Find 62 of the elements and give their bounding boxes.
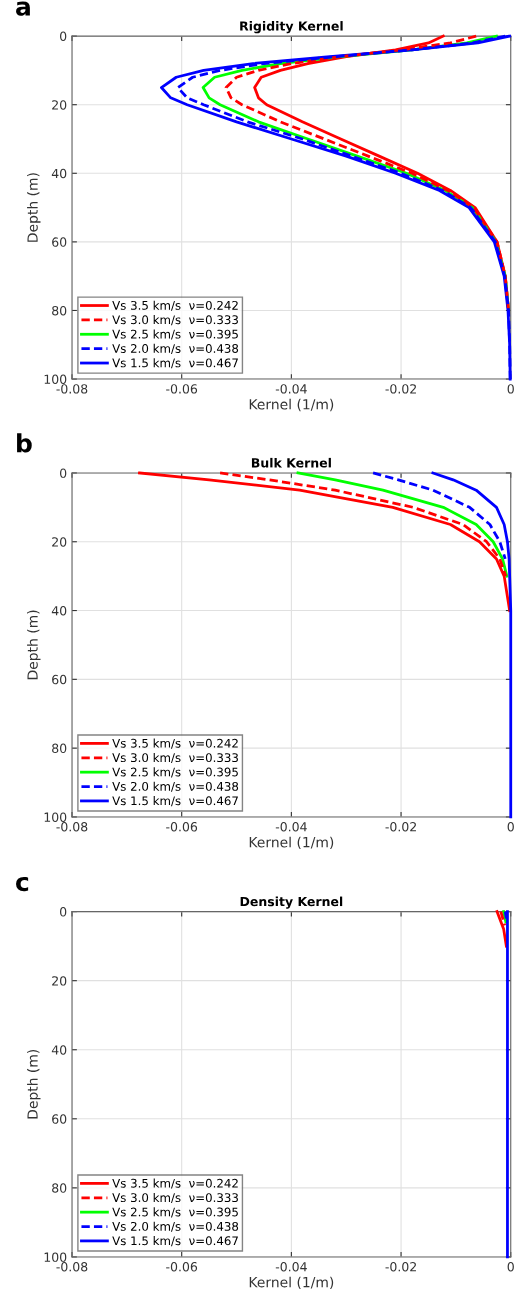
legend-label: Vs 2.0 km/s ν=0.438: [112, 781, 239, 792]
y-tick-label: 20: [52, 976, 67, 986]
x-tick-label: -0.08: [56, 384, 88, 394]
y-tick-label: 100: [44, 812, 67, 822]
x-tick-label: -0.02: [385, 1262, 416, 1272]
y-tick-label: 40: [51, 168, 67, 179]
legend-label: Vs 3.5 km/s ν=0.242: [112, 1178, 238, 1189]
y-tick-label: 80: [52, 743, 67, 754]
legend-label: Vs 1.5 km/s ν=0.467: [112, 358, 238, 369]
x-tick-label: -0.06: [166, 822, 198, 832]
legend-label: Vs 3.5 km/s ν=0.242: [112, 738, 238, 749]
y-tick-label: 80: [52, 1183, 67, 1193]
y-tick-label: 40: [51, 606, 67, 616]
x-tick-label: -0.02: [385, 822, 416, 832]
legend-label: Vs 1.5 km/s ν=0.467: [112, 1236, 238, 1247]
y-axis-title: Depth (m): [27, 1049, 41, 1119]
x-tick-label: 0: [507, 384, 514, 394]
chart-title: Rigidity Kernel: [240, 21, 343, 34]
legend-label: Vs 3.0 km/s ν=0.333: [112, 315, 238, 326]
y-tick-label: 20: [52, 537, 67, 547]
legend-label: Vs 2.5 km/s ν=0.395: [112, 1207, 238, 1218]
text: a: [16, 1, 30, 16]
y-tick-label: 100: [44, 374, 67, 384]
chart-title: Density Kernel: [240, 896, 343, 909]
y-tick-label: 60: [52, 1114, 67, 1124]
y-tick-label: 20: [52, 100, 67, 110]
x-axis-title: Kernel (1/m): [249, 1276, 334, 1290]
x-tick-label: -0.06: [166, 384, 198, 394]
legend-label: Vs 2.5 km/s ν=0.395: [112, 329, 238, 340]
x-tick-label: -0.08: [56, 1262, 88, 1272]
x-tick-label: -0.08: [56, 822, 88, 832]
x-tick-label: 0: [507, 822, 514, 832]
y-tick-label: 100: [44, 1252, 67, 1262]
x-axis-title: Kernel (1/m): [249, 398, 334, 412]
text: c: [16, 876, 29, 892]
x-tick-label: -0.06: [166, 1262, 198, 1272]
x-axis-title: Kernel (1/m): [249, 836, 334, 850]
x-tick-label: 0: [507, 1262, 514, 1272]
legend-label: Vs 2.0 km/s ν=0.438: [112, 1221, 239, 1232]
y-tick-label: 60: [52, 674, 67, 685]
x-tick-label: -0.02: [385, 384, 416, 394]
x-tick-label: -0.04: [275, 384, 307, 394]
y-tick-label: 0: [60, 31, 67, 42]
y-tick-label: 0: [60, 907, 67, 917]
legend-label: Vs 1.5 km/s ν=0.467: [112, 796, 238, 807]
y-tick-label: 60: [52, 237, 67, 247]
legend-label: Vs 2.0 km/s ν=0.438: [112, 343, 239, 354]
line-series: [138, 471, 512, 612]
y-axis-title: Depth (m): [27, 610, 41, 680]
x-tick-label: -0.04: [275, 822, 307, 832]
y-tick-label: 40: [51, 1045, 67, 1055]
legend-label: Vs 3.5 km/s ν=0.242: [112, 300, 238, 311]
line-series: [296, 471, 509, 578]
y-axis-title: Depth (m): [27, 173, 41, 242]
text: b: [17, 433, 32, 453]
legend-label: Vs 3.0 km/s ν=0.333: [112, 1192, 238, 1203]
legend-label: Vs 2.5 km/s ν=0.395: [112, 767, 238, 778]
y-tick-label: 80: [52, 305, 67, 316]
legend-label: Vs 3.0 km/s ν=0.333: [112, 752, 238, 764]
y-tick-label: 0: [60, 468, 67, 478]
chart-title: Bulk Kernel: [251, 457, 331, 468]
x-tick-label: -0.04: [275, 1262, 307, 1272]
